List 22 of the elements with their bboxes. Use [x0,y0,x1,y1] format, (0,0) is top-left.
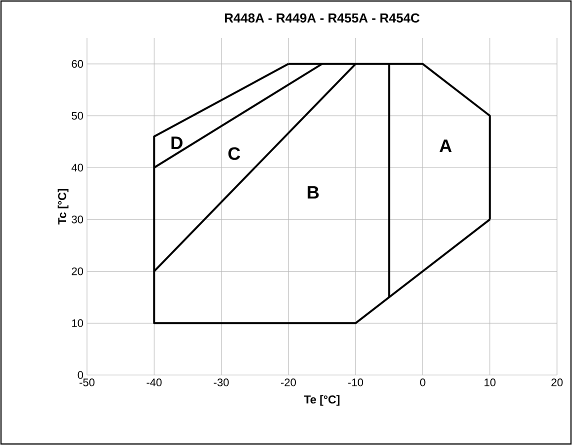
x-tick-label: -40 [146,378,162,386]
x-tick-label: 10 [484,378,496,386]
y-tick-label: 60 [72,60,84,68]
x-tick-label: -10 [348,378,364,386]
y-tick-label: 40 [72,164,84,172]
chart-title: R448A - R449A - R455A - R454C [224,13,420,23]
y-tick-label: 0 [78,371,84,379]
x-tick-label: 20 [551,378,563,386]
y-tick-label: 10 [72,319,84,328]
x-tick-label: -30 [214,378,229,386]
annotation: C [228,147,240,160]
y-tick-label: 30 [72,216,84,224]
y-axis-title: Tc [°C] [58,189,68,224]
x-tick-label: -50 [80,378,94,386]
x-tick-label: -20 [280,378,296,386]
y-tick-label: 50 [72,112,84,120]
annotation: D [171,136,182,149]
annotation: B [308,186,319,199]
annotation: A [440,140,452,152]
x-axis-title: Te [°C] [304,395,340,406]
x-tick-label: 0 [420,378,426,386]
y-tick-label: 20 [72,267,84,276]
